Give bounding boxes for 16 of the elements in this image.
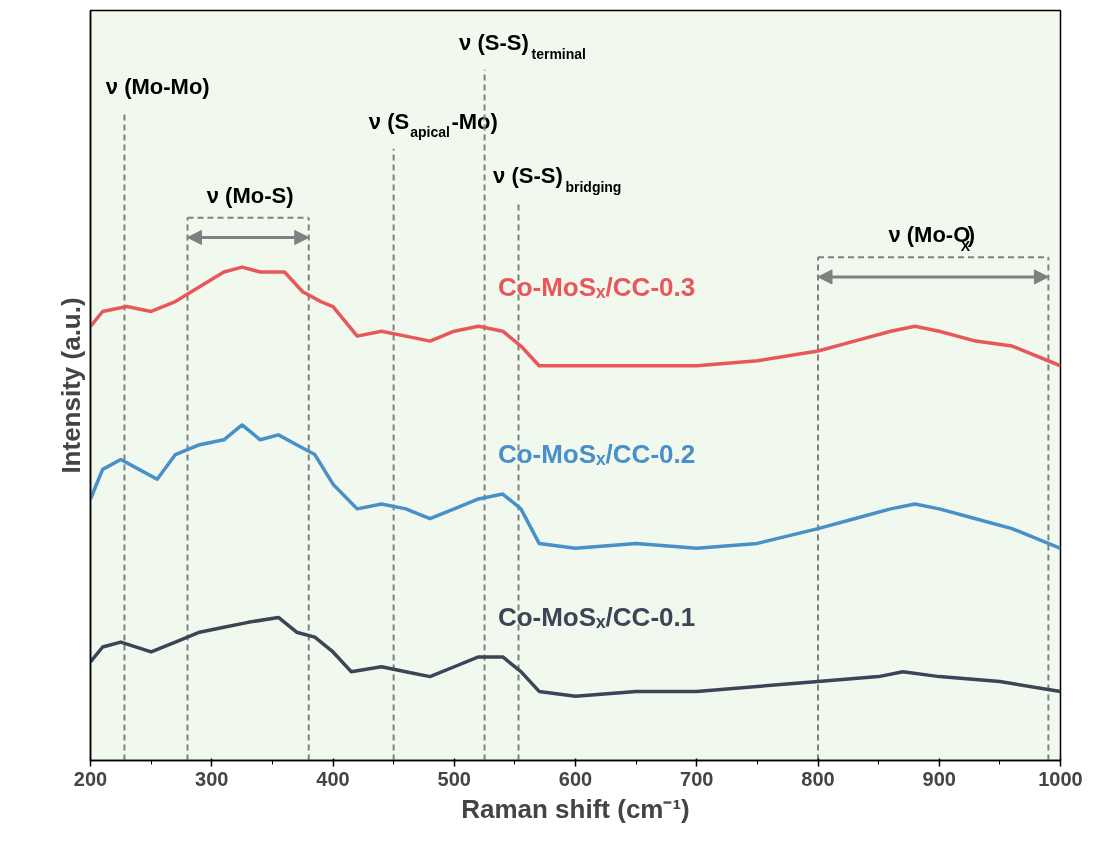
x-axis-title: Raman shift (cm⁻¹) xyxy=(461,793,690,824)
ref-line-label: ν (Mo-Mo) xyxy=(105,74,210,100)
x-tick-label: 500 xyxy=(437,767,471,790)
y-axis-title: Intensity (a.u.) xyxy=(55,297,86,474)
x-tick-label: 800 xyxy=(801,767,835,790)
x-tick-label: 700 xyxy=(680,767,714,790)
x-tick-label: 600 xyxy=(558,767,593,790)
series-label: Co-MoSₓ/CC-0.3 xyxy=(497,271,696,302)
text: ν (Mo-S) xyxy=(206,182,294,208)
x-tick-label: 200 xyxy=(73,767,108,790)
series-label: Co-MoSₓ/CC-0.2 xyxy=(497,439,696,470)
series-label: Co-MoSₓ/CC-0.1 xyxy=(497,602,696,633)
x-tick-label: 400 xyxy=(316,767,350,790)
x-tick-label: 300 xyxy=(195,767,229,790)
x-tick-label: 1000 xyxy=(1038,767,1083,790)
x-tick-label: 900 xyxy=(922,767,956,790)
